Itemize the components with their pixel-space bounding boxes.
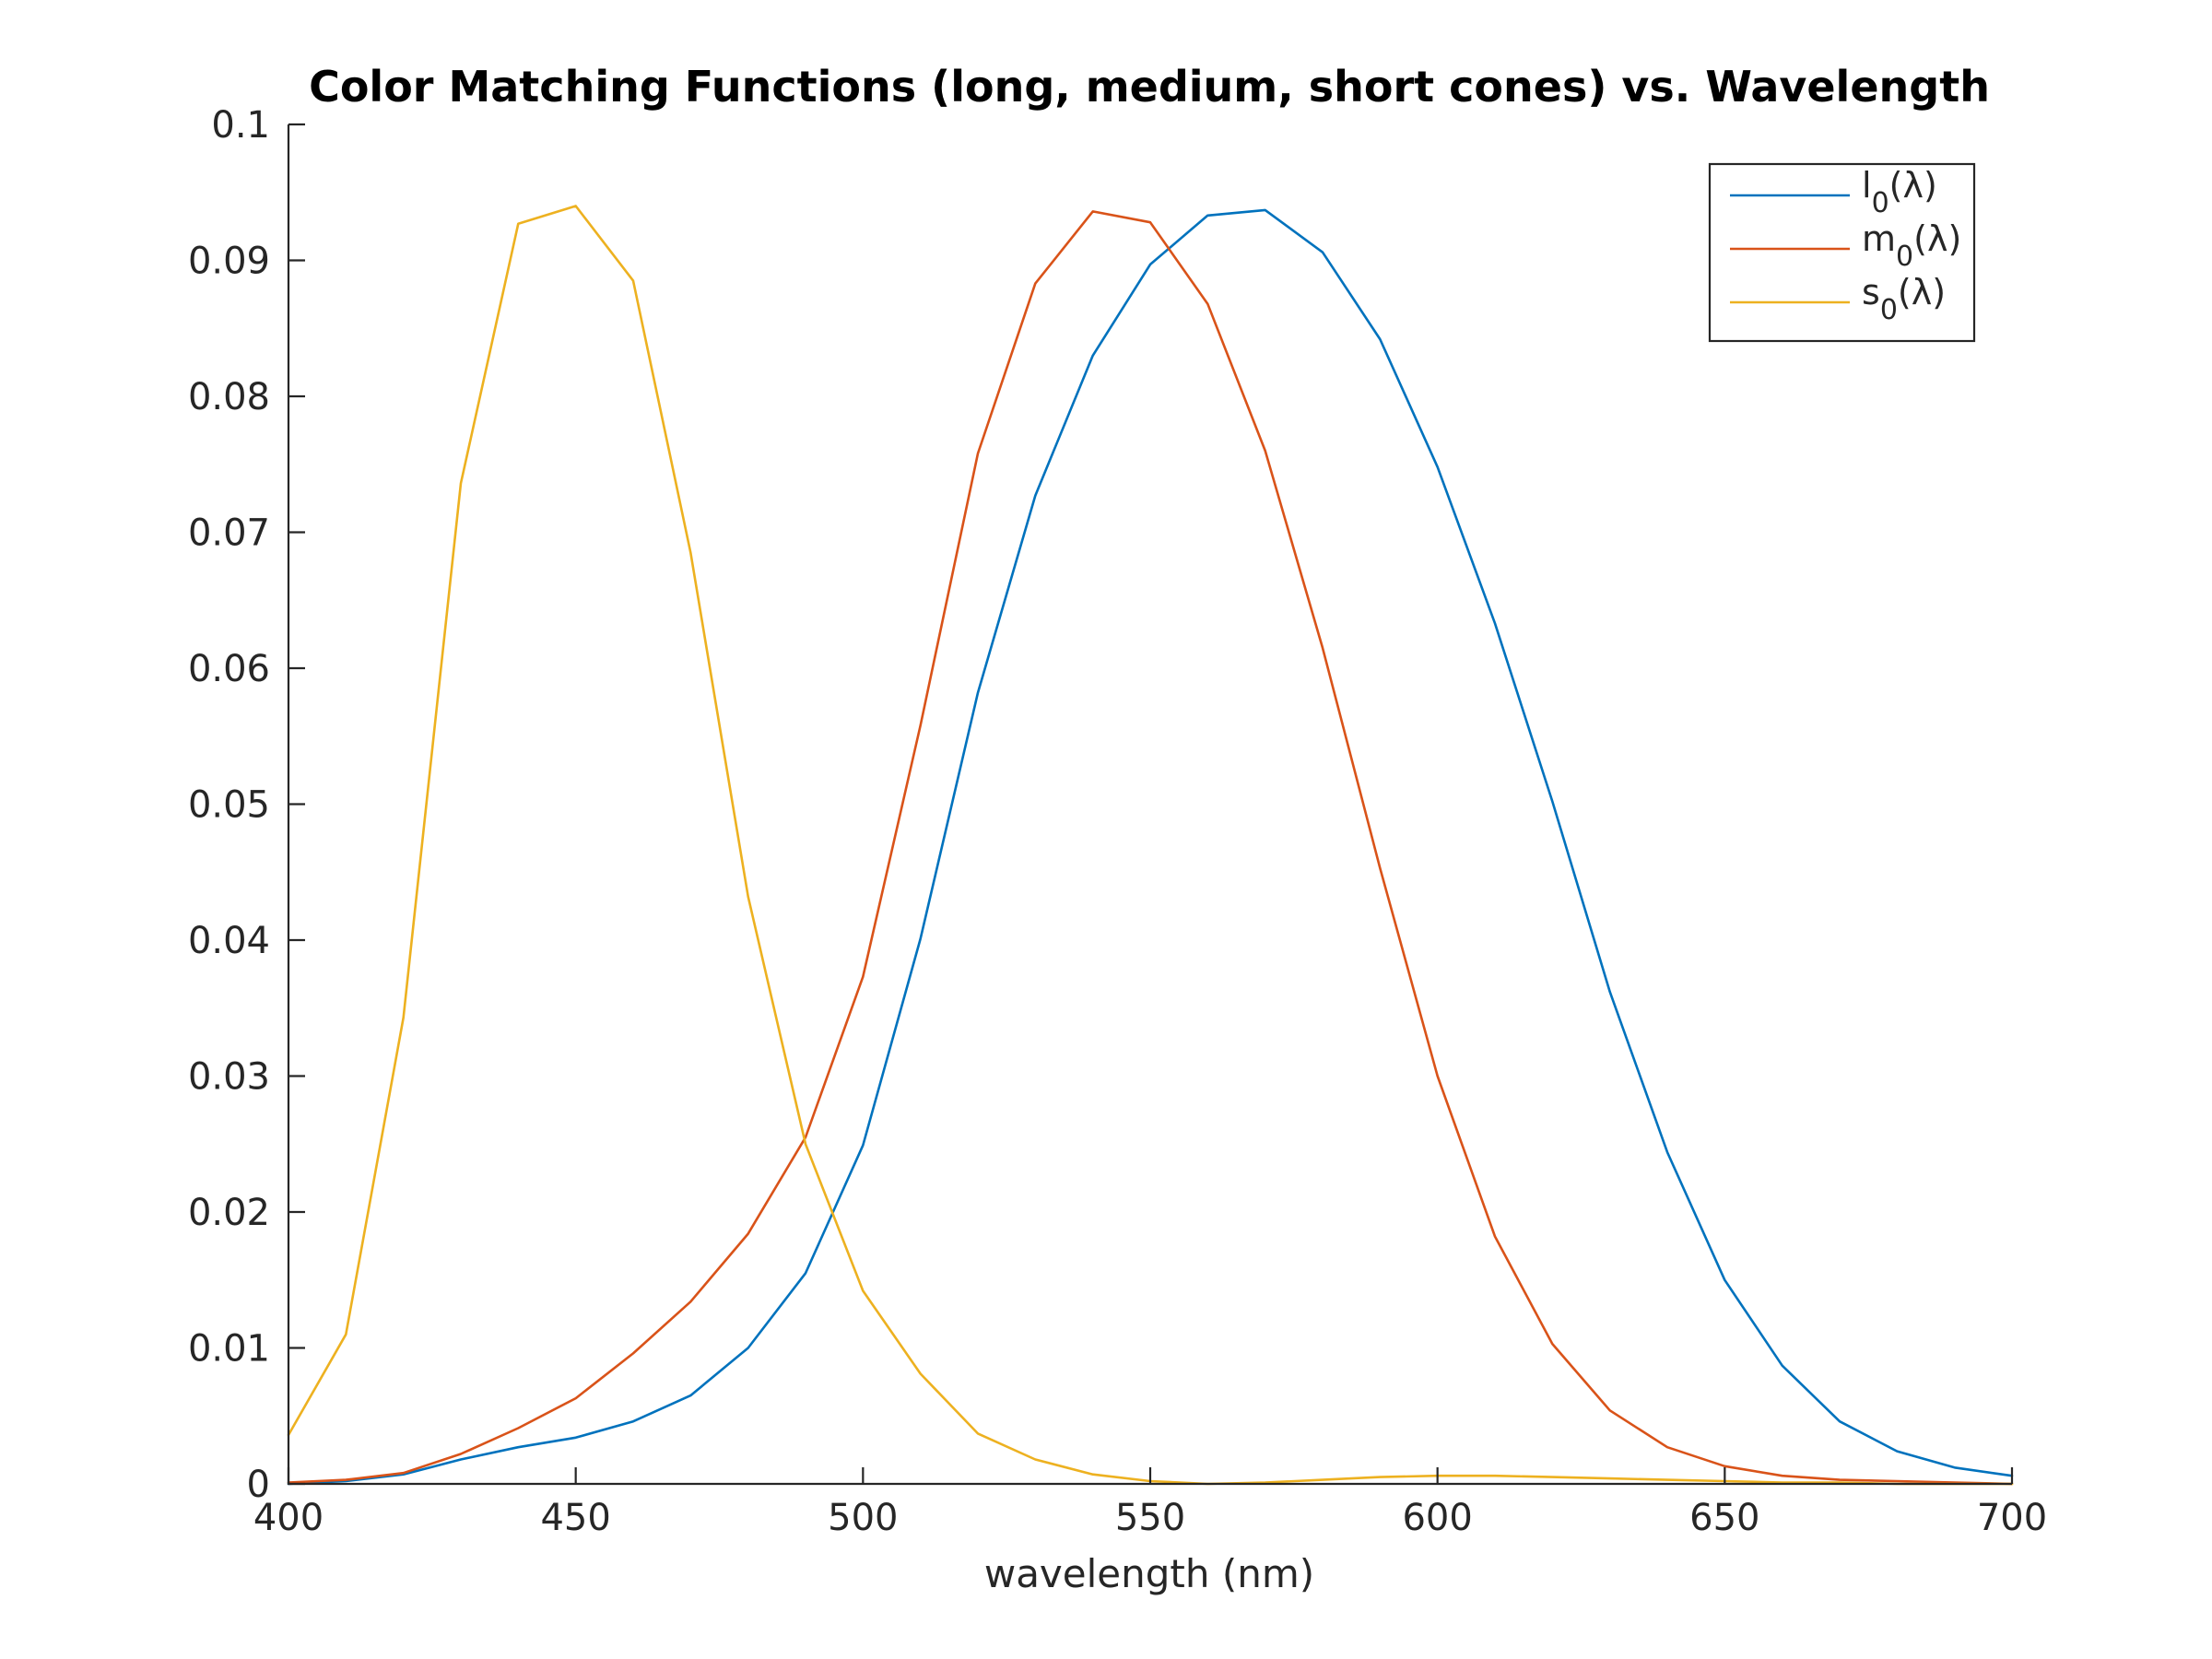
series-layer xyxy=(287,205,2014,1486)
y-tick-label: 0.05 xyxy=(188,784,270,827)
x-tick-label: 500 xyxy=(828,1497,898,1539)
x-axis-label: wavelength (nm) xyxy=(984,1551,1314,1596)
legend-box xyxy=(1708,162,1976,343)
legend-label-s0: s0(λ) xyxy=(1862,272,1946,326)
y-tick-label: 0.01 xyxy=(188,1328,270,1371)
legend: l0(λ)m0(λ)s0(λ) xyxy=(1708,162,1976,343)
x-tick-label: 450 xyxy=(540,1497,610,1539)
legend-label-m0: m0(λ) xyxy=(1862,218,1961,273)
y-tick-label: 0.06 xyxy=(188,648,270,690)
legend-label-l0: l0(λ) xyxy=(1862,165,1937,219)
y-tick-label: 0.04 xyxy=(188,920,270,962)
x-axis-ticks: 400 450 500 550 600 650 700 xyxy=(253,1467,2047,1539)
chart-title: Color Matching Functions (long, medium, … xyxy=(309,62,1990,112)
y-tick-label: 0.08 xyxy=(188,376,270,418)
x-tick-label: 400 xyxy=(253,1497,324,1539)
series-line-m0 xyxy=(287,210,2014,1486)
series-line-l0 xyxy=(287,208,2014,1486)
x-tick-label: 650 xyxy=(1689,1497,1759,1539)
y-tick-label: 0.1 xyxy=(211,104,270,147)
x-tick-label: 600 xyxy=(1402,1497,1472,1539)
y-tick-label: 0 xyxy=(247,1464,270,1506)
y-tick-label: 0.09 xyxy=(188,241,270,283)
y-tick-label: 0.03 xyxy=(188,1056,270,1099)
x-tick-label: 700 xyxy=(1977,1497,2047,1539)
series-line-s0 xyxy=(287,205,2014,1486)
y-tick-label: 0.07 xyxy=(188,512,270,555)
x-tick-label: 550 xyxy=(1115,1497,1185,1539)
y-tick-label: 0.02 xyxy=(188,1192,270,1234)
y-axis-ticks: 0 0.01 0.02 0.03 0.04 0.05 0.06 0.07 0.08 0.09 0.1 xyxy=(188,104,305,1506)
